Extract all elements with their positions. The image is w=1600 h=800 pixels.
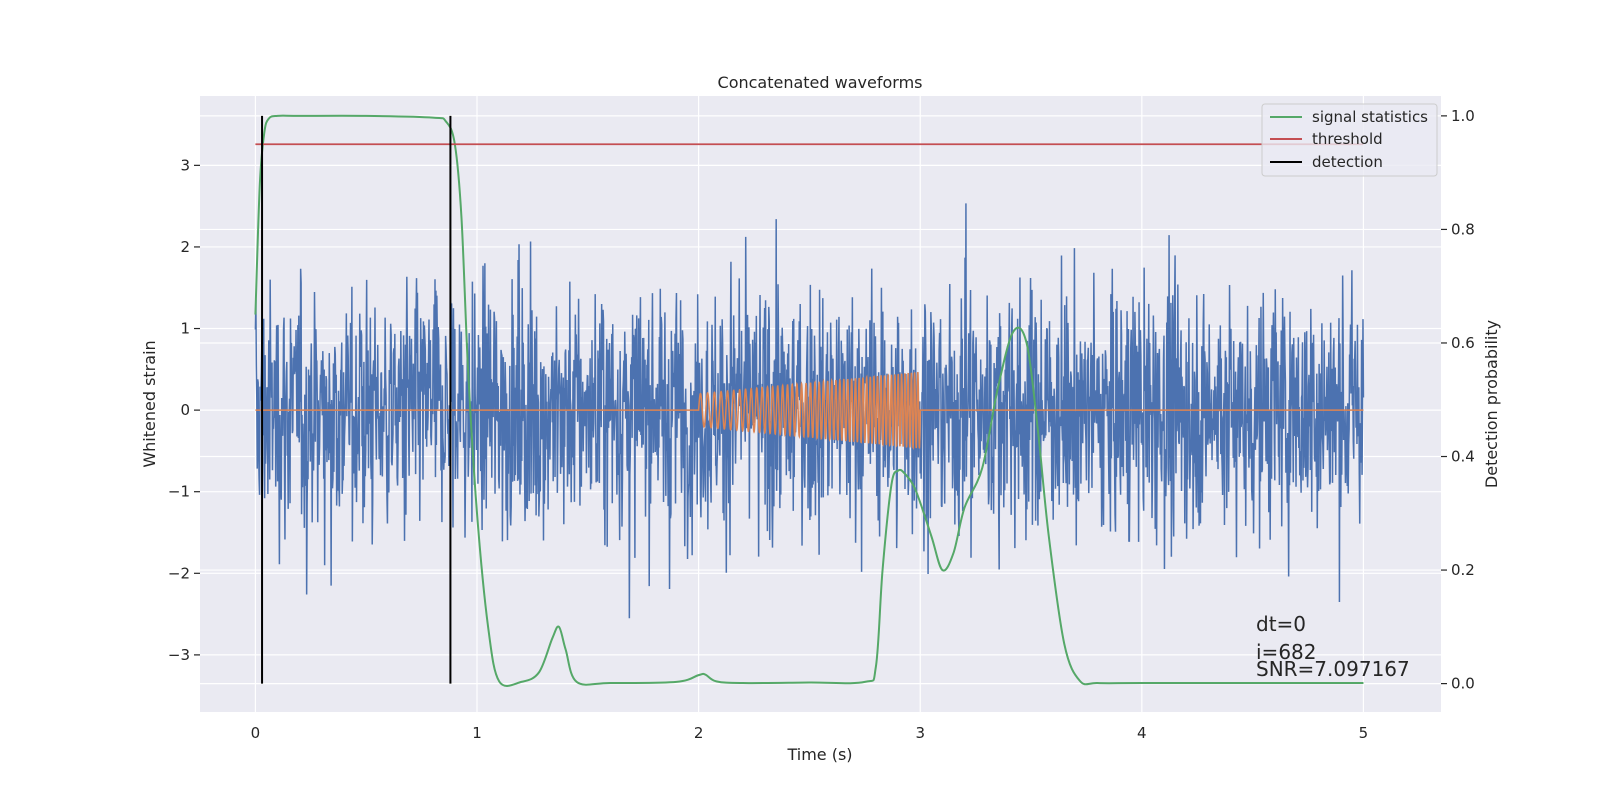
chart-title: Concatenated waveforms — [718, 73, 923, 92]
y-tick-label: 2 — [180, 238, 190, 256]
legend-label-detection: detection — [1312, 153, 1383, 171]
y-axis-ticks: −3 −2 −1 0 1 2 3 — [168, 156, 200, 664]
y-tick-label: −2 — [168, 564, 190, 582]
x-tick-label: 2 — [694, 724, 704, 742]
legend: signal statistics threshold detection — [1261, 103, 1438, 177]
y2-tick-label: 0.8 — [1451, 220, 1475, 238]
y2-tick-label: 1.0 — [1451, 107, 1475, 125]
legend-label-signal-statistics: signal statistics — [1312, 108, 1428, 126]
y2-tick-label: 0.0 — [1451, 675, 1475, 693]
y-axis-label: Whitened strain — [140, 340, 159, 467]
annotation-dt: dt=0 — [1256, 612, 1306, 636]
y2-axis-label: Detection probability — [1482, 320, 1501, 488]
x-tick-label: 0 — [251, 724, 261, 742]
y2-tick-label: 0.4 — [1451, 448, 1475, 466]
legend-box — [1261, 103, 1438, 177]
x-axis-ticks: 0 1 2 3 4 5 — [251, 724, 1369, 742]
annotation-index: i=682 — [1256, 640, 1317, 664]
x-tick-label: 4 — [1137, 724, 1147, 742]
x-tick-label: 1 — [472, 724, 482, 742]
data-traces — [254, 114, 1365, 687]
injected-chirp-series — [255, 371, 1364, 451]
annotation-block: dt=0 i=682 SNR=7.097167 — [1256, 612, 1410, 681]
legend-label-threshold: threshold — [1312, 130, 1383, 148]
y2-tick-label: 0.2 — [1451, 561, 1475, 579]
x-axis-label: Time (s) — [786, 745, 852, 764]
y-tick-label: 3 — [180, 156, 190, 174]
x-tick-label: 5 — [1359, 724, 1369, 742]
y-tick-label: −1 — [168, 483, 190, 501]
y-tick-label: −3 — [168, 646, 190, 664]
y-tick-label: 0 — [180, 401, 190, 419]
annotation-snr: SNR=7.097167 — [1256, 657, 1410, 681]
x-tick-label: 3 — [915, 724, 925, 742]
y2-axis-ticks: 0.0 0.2 0.4 0.6 0.8 1.0 — [1441, 107, 1475, 693]
y-tick-label: 1 — [180, 320, 190, 338]
y2-tick-label: 0.6 — [1451, 334, 1475, 352]
detection-lines — [261, 115, 452, 684]
